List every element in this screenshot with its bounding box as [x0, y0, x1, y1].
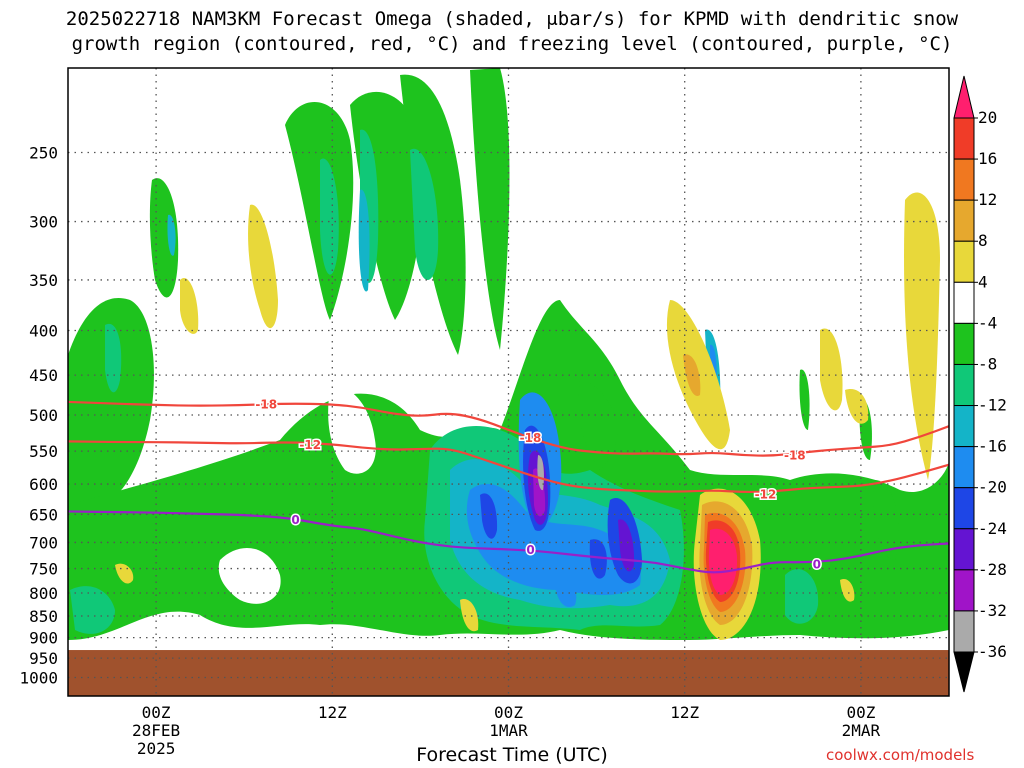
- contour-label-0: 0: [291, 513, 299, 527]
- contour-label-0: 0: [813, 557, 821, 571]
- colorbar-level-label: -4: [978, 313, 997, 332]
- shade-descent-yellow: [904, 192, 940, 480]
- time-tick-label: 2MAR: [842, 721, 881, 740]
- colorbar-swatch: [953, 610, 975, 653]
- chart-title-line-2: growth region (contoured, red, °C) and f…: [71, 33, 953, 55]
- colorbar-swatch: [953, 117, 975, 160]
- colorbar-swatch: [953, 363, 975, 407]
- pressure-tick-700: 700: [29, 533, 58, 552]
- pressure-tick-650: 650: [29, 505, 58, 524]
- colorbar-level-label: -12: [978, 396, 1007, 415]
- colorbar-level-label: -16: [978, 437, 1007, 456]
- colorbar-level-label: -36: [978, 642, 1007, 661]
- pressure-tick-400: 400: [29, 322, 58, 341]
- colorbar-swatch: [953, 322, 975, 365]
- pressure-tick-250: 250: [29, 144, 58, 163]
- colorbar-level-label: 4: [978, 272, 988, 291]
- pressure-tick-750: 750: [29, 560, 58, 579]
- pressure-tick-300: 300: [29, 213, 58, 232]
- colorbar-swatch: [953, 199, 975, 242]
- time-tick-label: 00Z: [494, 703, 523, 722]
- contour-line--18: [67, 400, 950, 457]
- pressure-axis-labels: 250 300 350 400 450 500 550 600 650 700 750 800 850 9…: [19, 144, 58, 688]
- colorbar-level-label: 12: [978, 190, 997, 209]
- time-grid-lines: [155, 68, 862, 696]
- omega-colorbar: 20 16 12 8 4 -4 -8 -12 -16 -20 -24 -28 -32 -36: [953, 75, 1007, 693]
- colorbar-swatch: [953, 240, 975, 283]
- contour-line--12: [67, 440, 950, 494]
- time-tick-label: 12Z: [318, 703, 347, 722]
- pressure-tick-500: 500: [29, 406, 58, 425]
- contour-label-0: 0: [526, 543, 534, 557]
- colorbar-bottom-arrow: [953, 651, 975, 693]
- pressure-tick-900: 900: [29, 629, 58, 648]
- colorbar-swatch: [953, 569, 975, 612]
- colorbar-swatch: [953, 528, 975, 571]
- colorbar-swatch: [953, 158, 975, 201]
- pressure-tick-850: 850: [29, 607, 58, 626]
- contour-label--18: -18: [520, 431, 542, 445]
- shade-green-upper-band: [285, 102, 354, 320]
- colorbar-level-label: 16: [978, 149, 997, 168]
- colorbar-level-label: -32: [978, 601, 1007, 620]
- pressure-tick-1000: 1000: [19, 669, 58, 688]
- time-tick-label: 12Z: [670, 703, 699, 722]
- colorbar-swatch: [953, 446, 975, 489]
- colorbar-level-label: 20: [978, 108, 997, 127]
- colorbar-top-arrow: [953, 75, 975, 119]
- pressure-tick-450: 450: [29, 366, 58, 385]
- time-tick-label: 00Z: [846, 703, 875, 722]
- time-tick-label: 00Z: [142, 703, 171, 722]
- plot-frame: [67, 67, 950, 697]
- colorbar-level-label: -8: [978, 354, 997, 373]
- x-axis-title: Forecast Time (UTC): [416, 744, 608, 766]
- time-tick-label: 2025: [137, 739, 176, 758]
- pressure-tick-600: 600: [29, 475, 58, 494]
- contour-label--12: -12: [299, 438, 321, 452]
- pressure-tick-950: 950: [29, 649, 58, 668]
- pressure-tick-350: 350: [29, 271, 58, 290]
- contour-label--12: -12: [755, 487, 777, 501]
- colorbar-level-label: -24: [978, 519, 1007, 538]
- colorbar-level-label: -28: [978, 560, 1007, 579]
- colorbar-level-label: -20: [978, 478, 1007, 497]
- colorbar-swatch: [953, 281, 975, 324]
- time-tick-label: 1MAR: [489, 721, 528, 740]
- pressure-tick-800: 800: [29, 584, 58, 603]
- temperature-contours: -18 -18 -18 -12 -12 0 0 0: [67, 396, 950, 574]
- colorbar-swatch: [953, 487, 975, 530]
- site-credit: coolwx.com/models: [826, 746, 975, 764]
- chart-title-line-1: 2025022718 NAM3KM Forecast Omega (shaded…: [65, 8, 959, 30]
- colorbar-swatch: [953, 405, 975, 448]
- pressure-tick-550: 550: [29, 442, 58, 461]
- contour-label--18: -18: [255, 397, 277, 411]
- contour-label--18: -18: [784, 449, 806, 463]
- omega-shading: [68, 68, 949, 640]
- colorbar-level-label: 8: [978, 231, 988, 250]
- contour-line-0: [67, 510, 950, 574]
- time-tick-label: 28FEB: [132, 721, 180, 740]
